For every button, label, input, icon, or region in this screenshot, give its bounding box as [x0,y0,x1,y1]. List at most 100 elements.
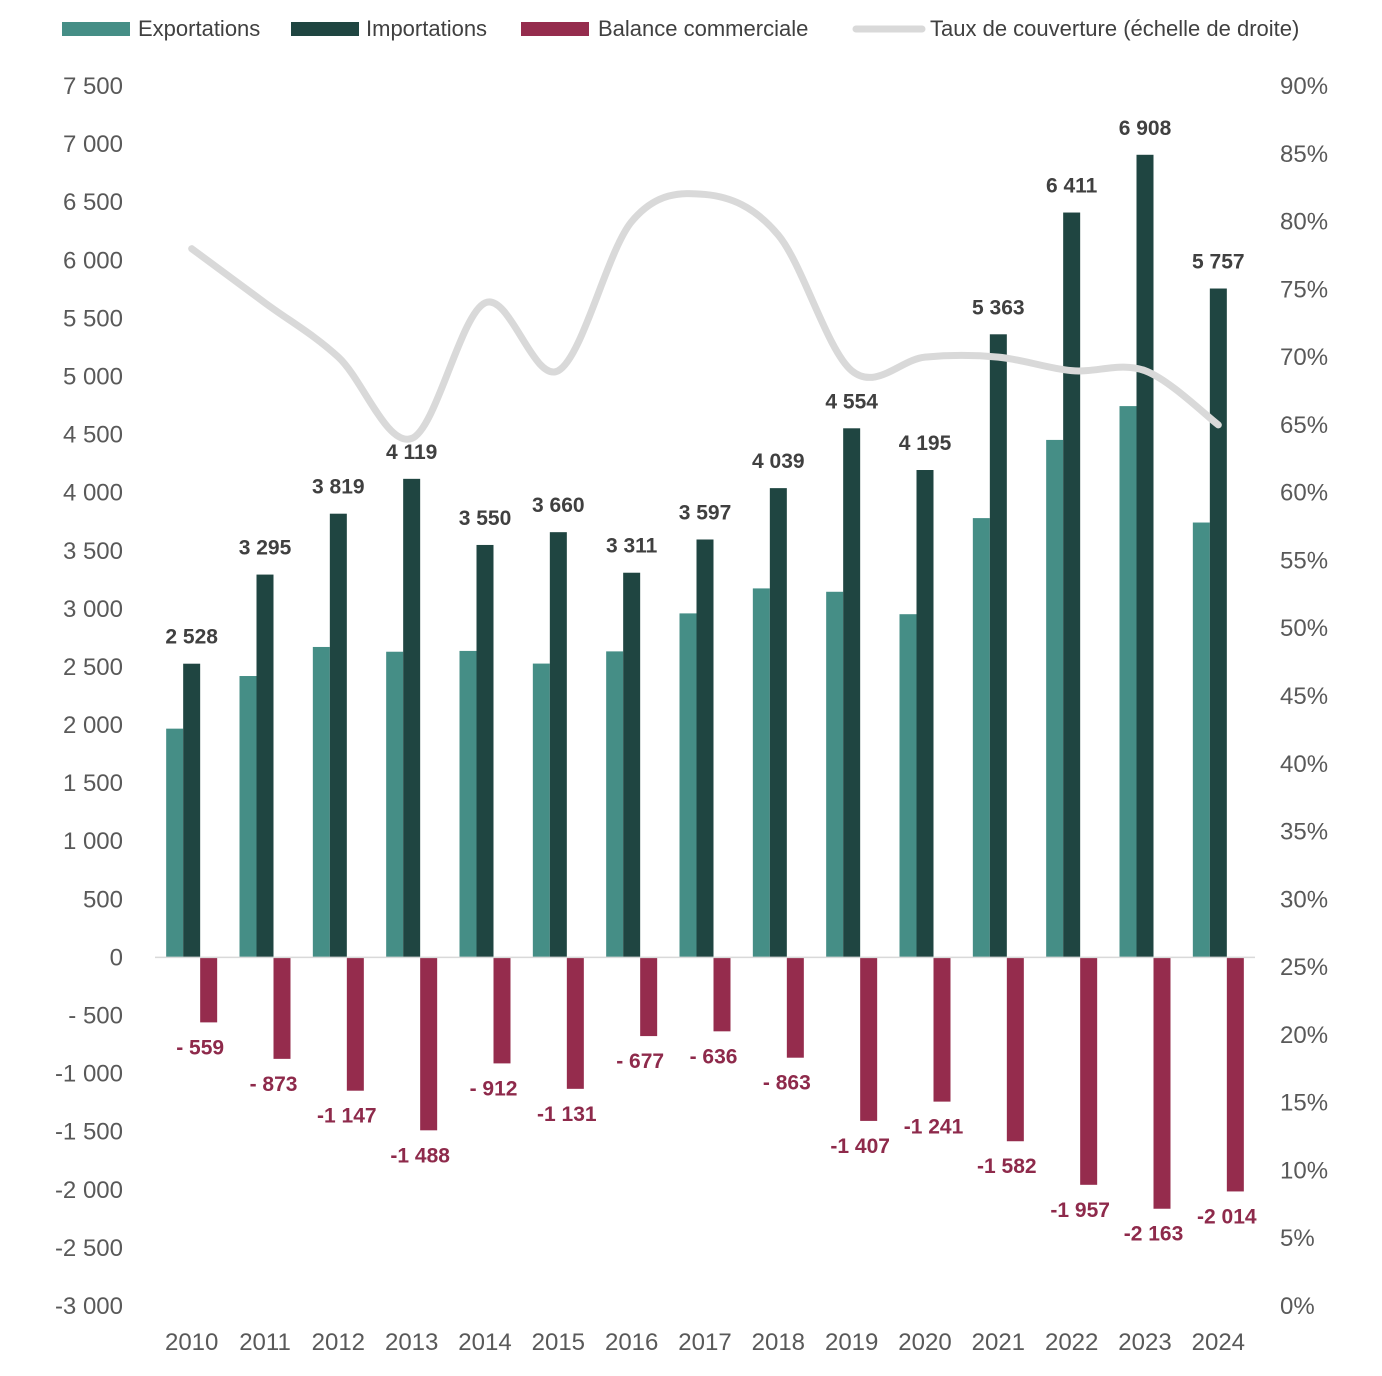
y2-tick-label: 85% [1280,141,1328,168]
x-tick-label: 2023 [1118,1329,1171,1356]
x-tick-label: 2022 [1045,1329,1098,1356]
bar-exportations-2019 [826,591,844,958]
y2-tick-label: 90% [1280,73,1328,100]
x-tick-label: 2011 [239,1329,291,1356]
x-axis: 2010 2011 2012 2013 2014 2015 2016 2017 2018 2019… [165,1329,1245,1356]
y-tick-label: 4 500 [63,422,123,449]
bar-exportations-2024 [1192,522,1210,958]
label-balance-2024: -2 014 [1197,1205,1257,1228]
label-importations-2011: 3 295 [239,537,292,560]
y-tick-label: 3 500 [63,538,123,565]
y2-tick-label: 35% [1280,819,1328,846]
bar-importations-2023 [1136,154,1154,958]
bar-exportations-2017 [679,613,697,958]
label-importations-2024: 5 757 [1192,251,1245,274]
label-importations-2022: 6 411 [1046,175,1098,198]
label-balance-2021: -1 582 [977,1155,1037,1178]
legend-swatch-exportations [62,22,130,36]
y2-tick-label: 70% [1280,344,1328,371]
label-importations-2012: 3 819 [312,476,365,499]
y2-tick-label: 65% [1280,412,1328,439]
label-importations-2017: 3 597 [679,501,732,524]
bar-exportations-2021 [972,518,990,958]
y-tick-label: -1 500 [55,1119,123,1146]
label-importations-2023: 6 908 [1119,117,1172,140]
bar-importations-2012 [329,513,347,958]
x-tick-label: 2010 [165,1329,218,1356]
bar-balance-commerciale-2016 [640,957,658,1037]
bar-importations-2010 [183,663,201,958]
bar-balance-commerciale-2017 [713,957,731,1032]
label-balance-2014: - 912 [470,1077,518,1100]
label-importations-2019: 4 554 [825,390,878,413]
x-tick-label: 2017 [678,1329,731,1356]
y2-tick-label: 15% [1280,1090,1328,1117]
y-tick-label: -3 000 [55,1293,123,1320]
y-tick-label: 1 000 [63,828,123,855]
y-tick-label: 7 500 [63,73,123,100]
data-labels: 2 528 3 295 3 819 4 119 3 550 3 660 3 311 3 597… [165,117,1257,1246]
bar-importations-2022 [1063,212,1081,958]
bar-balance-commerciale-2024 [1226,957,1244,1192]
label-balance-2015: -1 131 [537,1103,597,1126]
y-tick-label: 7 000 [63,131,123,158]
bar-importations-2019 [843,428,861,958]
label-importations-2015: 3 660 [532,494,585,517]
x-tick-label: 2021 [972,1329,1025,1356]
x-tick-label: 2020 [898,1329,951,1356]
y-tick-label: 0 [110,944,123,971]
bars [166,154,1244,1209]
x-tick-label: 2016 [605,1329,658,1356]
bar-importations-2020 [916,470,934,958]
y2-tick-label: 80% [1280,209,1328,236]
bar-balance-commerciale-2010 [200,957,218,1023]
label-importations-2014: 3 550 [459,507,512,530]
x-tick-label: 2024 [1192,1329,1245,1356]
y-axis-left: 7 500 7 000 6 500 6 000 5 500 5 000 4 500 4 000… [55,73,123,1320]
y-tick-label: 6 500 [63,189,123,216]
legend-label-balance: Balance commerciale [598,16,808,41]
legend: Exportations Importations Balance commer… [62,16,1299,41]
y2-tick-label: 50% [1280,615,1328,642]
y2-tick-label: 30% [1280,886,1328,913]
legend-swatch-importations [291,22,359,36]
label-balance-2023: -2 163 [1124,1223,1184,1246]
bar-balance-commerciale-2020 [933,957,951,1102]
label-importations-2021: 5 363 [972,296,1025,319]
y-tick-label: - 500 [68,1003,123,1030]
legend-label-taux: Taux de couverture (échelle de droite) [930,16,1299,41]
label-balance-2016: - 677 [616,1050,664,1073]
bar-exportations-2020 [899,614,917,958]
x-tick-label: 2012 [312,1329,365,1356]
y2-tick-label: 45% [1280,683,1328,710]
bar-exportations-2015 [532,663,550,958]
bar-balance-commerciale-2012 [346,957,364,1091]
legend-swatch-balance [521,22,589,36]
y2-tick-label: 55% [1280,547,1328,574]
bar-exportations-2016 [606,651,624,958]
bar-importations-2021 [989,334,1007,958]
bar-balance-commerciale-2014 [493,957,511,1064]
y-tick-label: 4 000 [63,480,123,507]
y-tick-label: 6 000 [63,247,123,274]
y2-tick-label: 40% [1280,751,1328,778]
label-balance-2018: - 863 [763,1072,811,1095]
bar-exportations-2014 [459,650,477,958]
y-tick-label: 5 500 [63,305,123,332]
x-tick-label: 2014 [458,1329,511,1356]
bar-importations-2017 [696,539,714,958]
label-balance-2019: -1 407 [830,1135,890,1158]
bar-importations-2015 [549,532,567,958]
coverage-line-path [188,190,1222,443]
y-tick-label: -1 000 [55,1061,123,1088]
bar-balance-commerciale-2015 [566,957,584,1089]
label-importations-2018: 4 039 [752,450,805,473]
y-tick-label: 5 000 [63,363,123,390]
bar-exportations-2013 [386,651,404,958]
bar-exportations-2023 [1119,406,1137,958]
label-importations-2013: 4 119 [386,441,437,464]
x-tick-label: 2018 [752,1329,805,1356]
label-importations-2010: 2 528 [165,626,218,649]
y2-tick-label: 10% [1280,1157,1328,1184]
